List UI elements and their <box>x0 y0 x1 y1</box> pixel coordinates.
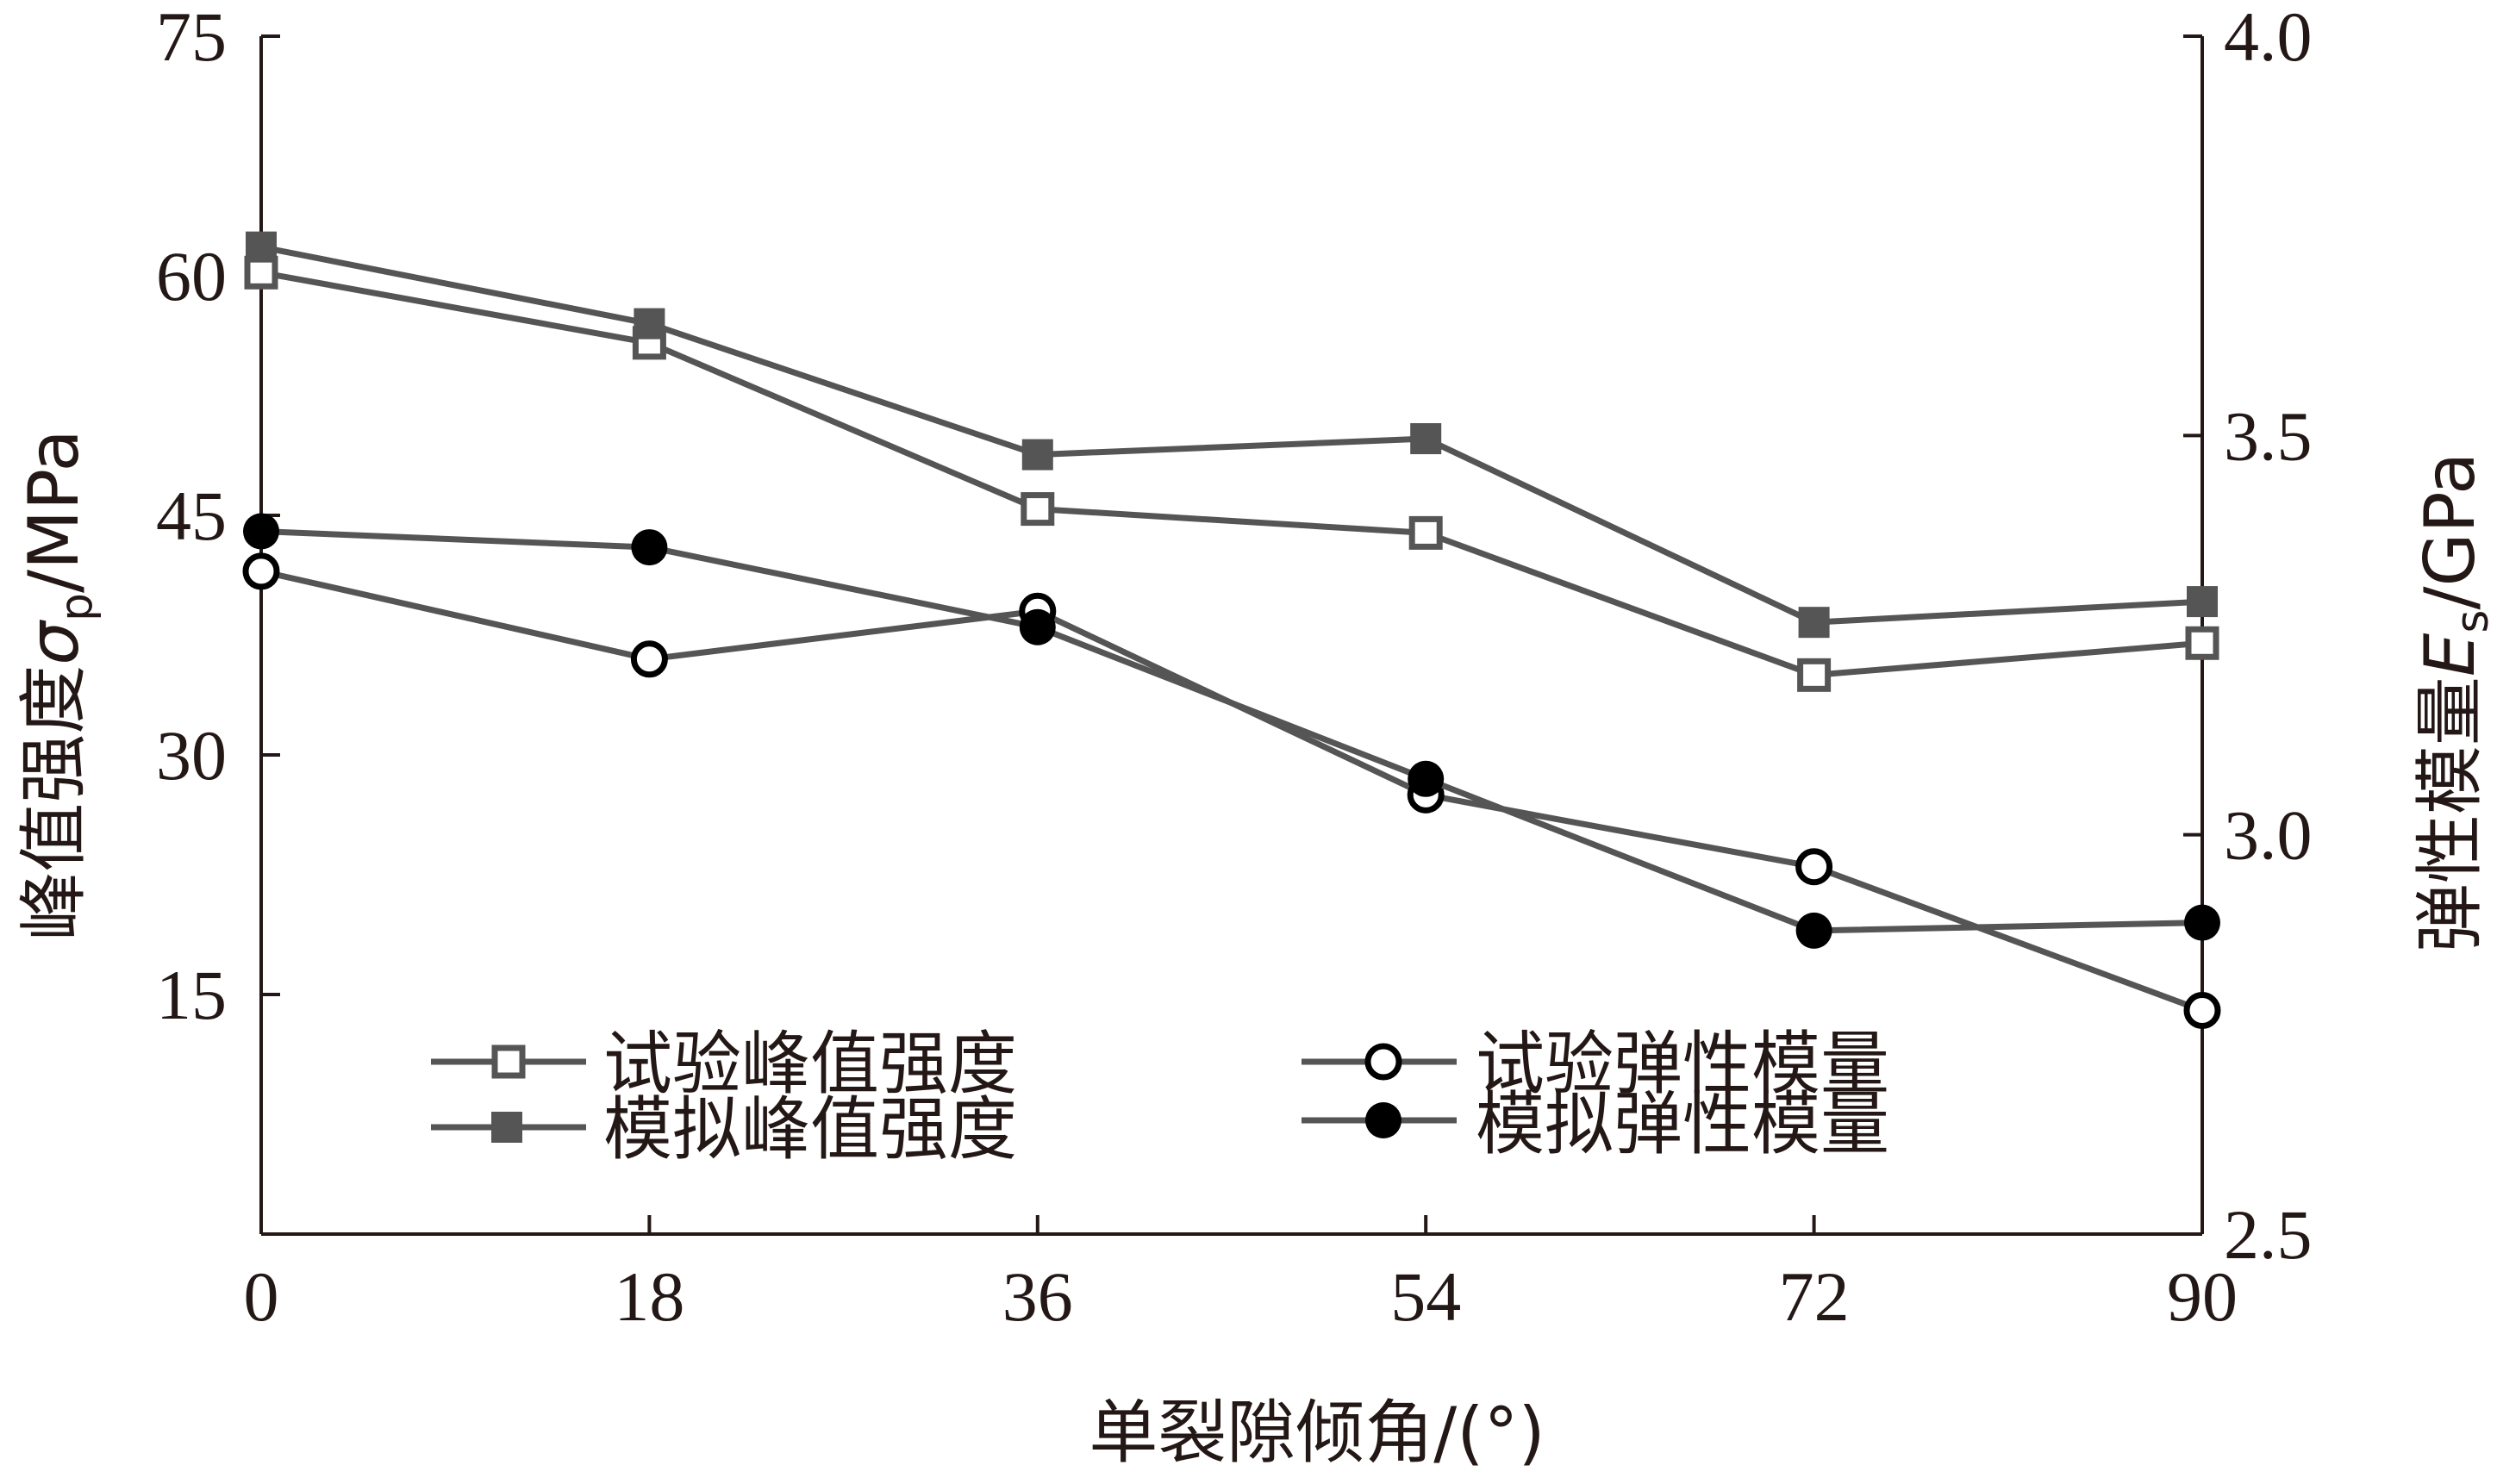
data-point <box>1795 912 1832 949</box>
y-right-title-subscript: s <box>2447 609 2497 633</box>
y-left-tick-label: 30 <box>156 716 227 795</box>
y-right-tick-label: 2.5 <box>2224 1195 2313 1274</box>
y-axis-title-right: 弹性模量Es/GPa <box>2410 452 2497 952</box>
series-line <box>260 528 2203 934</box>
series-0 <box>244 255 2219 692</box>
legend-marker-square-filled <box>491 1112 522 1143</box>
legend: 试验峰值强度 模拟峰值强度 试验弹性模量 模拟弹性模量 <box>431 1024 1889 1169</box>
x-tick-label: 90 <box>2167 1257 2238 1336</box>
series-line <box>260 568 2204 1013</box>
x-axis-title: 单裂隙倾角/(°) <box>1089 1393 1545 1473</box>
y-right-title-unit: /GPa <box>2410 452 2490 610</box>
legend-label: 模拟弹性模量 <box>1476 1084 1889 1164</box>
ticks: 0 18 36 54 72 90 15 30 45 60 75 2.5 3.0 3.5 4.0 <box>156 0 2313 1336</box>
legend-label: 模拟峰值强度 <box>603 1089 1017 1169</box>
x-tick-label: 18 <box>614 1257 684 1336</box>
y-left-title-main: 峰值强度 <box>14 665 94 941</box>
x-tick-label: 54 <box>1390 1257 1461 1336</box>
series-line <box>260 244 2203 626</box>
y-left-title-unit: /MPa <box>14 429 94 593</box>
legend-item-sim-strength: 模拟峰值强度 <box>431 1089 1017 1169</box>
data-point <box>2184 904 2220 941</box>
y-left-tick-label: 45 <box>156 477 227 555</box>
series-1 <box>246 231 2218 639</box>
series-line <box>260 269 2203 678</box>
data-point <box>244 255 278 290</box>
data-point <box>1797 658 1832 692</box>
y-right-tick-label: 3.0 <box>2224 796 2313 875</box>
x-tick-label: 72 <box>1779 1257 1850 1336</box>
data-point <box>1021 439 1053 471</box>
data-point <box>1019 608 1056 645</box>
series-group <box>242 231 2221 1030</box>
legend-item-test-strength: 试验峰值强度 <box>431 1024 1017 1104</box>
data-point <box>1795 848 1833 886</box>
data-point <box>243 513 279 550</box>
y-left-tick-label: 60 <box>156 237 227 315</box>
data-point <box>1408 760 1445 797</box>
series-3 <box>243 513 2220 949</box>
series-2 <box>242 552 2221 1030</box>
y-left-tick-label: 75 <box>156 0 227 76</box>
y-right-title-main: 弹性模量 <box>2410 677 2490 952</box>
data-point <box>630 640 668 678</box>
y-right-title-symbol: E <box>2410 633 2490 677</box>
data-point <box>2185 626 2219 660</box>
legend-marker-square-open <box>491 1044 526 1079</box>
legend-label: 试验峰值强度 <box>603 1024 1017 1104</box>
legend-marker-circle-filled <box>1365 1102 1401 1138</box>
y-right-tick-label: 4.0 <box>2224 0 2313 76</box>
data-point <box>242 552 280 590</box>
data-point <box>634 308 665 340</box>
y-right-tick-label: 3.5 <box>2224 396 2313 475</box>
legend-item-sim-modulus: 模拟弹性模量 <box>1302 1084 1889 1164</box>
y-axis-title-left: 峰值强度σp/MPa <box>14 429 103 940</box>
y-left-tick-label: 15 <box>156 956 227 1034</box>
legend-label: 试验弹性模量 <box>1476 1024 1889 1104</box>
data-point <box>2183 992 2221 1030</box>
data-point <box>631 529 668 566</box>
x-tick-label: 0 <box>244 1257 279 1336</box>
data-point <box>1798 607 1830 639</box>
data-point <box>2187 586 2218 618</box>
y-left-title-symbol: σ <box>14 620 94 665</box>
y-left-title-subscript: p <box>51 593 103 621</box>
x-tick-label: 36 <box>1002 1257 1073 1336</box>
legend-marker-circle-open <box>1364 1043 1402 1081</box>
data-point <box>1408 515 1443 550</box>
data-point <box>246 231 277 263</box>
data-point <box>1410 423 1442 455</box>
data-point <box>1021 492 1055 527</box>
legend-item-test-modulus: 试验弹性模量 <box>1302 1024 1889 1104</box>
